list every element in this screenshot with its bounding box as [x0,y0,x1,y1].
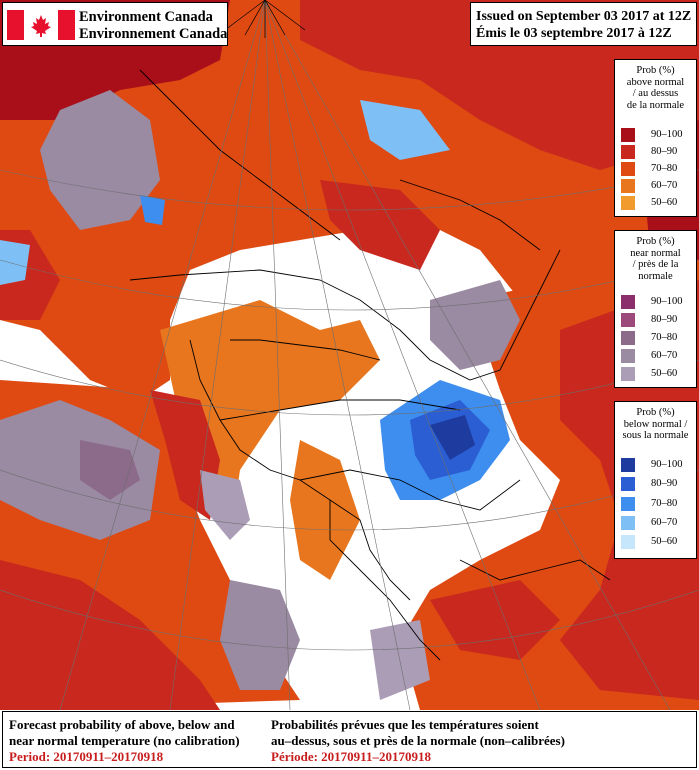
legend-title-line: sous la normale [622,430,689,441]
agency-name-fr: Environnement Canada [79,26,228,42]
legend-swatch [621,196,635,210]
legend-row: 60–70 [621,516,695,530]
legend-row: 90–100 [621,295,695,309]
legend-swatch [621,477,635,491]
legend-label: 70–80 [651,498,678,509]
legend-title-line: / au dessus [632,88,679,99]
legend-title-line: above normal [626,76,685,88]
legend-swatch [621,331,635,345]
caption-fr-line: Probabilités prévues que les température… [271,717,539,732]
legend-title: Prob (%) near normal / près de la normal… [615,231,696,282]
legend-row: 60–70 [621,179,695,193]
legend-title-line: de la normale [626,99,685,111]
legend-title-line: Prob (%) [636,236,675,247]
legend-label: 60–70 [651,517,678,528]
legend-swatch [621,349,635,363]
legend-title-line: normale [638,270,673,282]
legend-title: Prob (%) below normal / sous la normale [615,402,696,442]
legend-swatch [621,497,635,511]
legend-row: 90–100 [621,128,695,142]
legend-swatch [621,313,635,327]
legend-swatch [621,535,635,549]
legend-row: 50–60 [621,535,695,549]
legend-row: 70–80 [621,162,695,176]
legend-title-line: / près de la [632,259,679,270]
legend-label: 70–80 [651,332,678,343]
legend-row: 60–70 [621,349,695,363]
legend-title-line: Prob (%) [636,407,675,418]
agency-name-en: Environment Canada [79,9,213,25]
legend-row: 50–60 [621,196,695,210]
legend-swatch [621,295,635,309]
legend-label: 70–80 [651,163,678,174]
issued-date-en: Issued on September 03 2017 at 12Z [476,9,692,24]
legend-label: 60–70 [651,350,678,361]
legend-row: 80–90 [621,477,695,491]
legend-label: 80–90 [651,478,678,489]
legend-title: Prob (%) above normal / au dessus de la … [615,60,696,111]
legend-label: 80–90 [651,146,678,157]
legend-below-normal: Prob (%) below normal / sous la normale … [614,401,697,559]
legend-label: 50–60 [651,197,678,208]
legend-label: 50–60 [651,368,678,379]
legend-title-line: below normal / [623,418,688,430]
legend-above-normal: Prob (%) above normal / au dessus de la … [614,59,697,217]
below-normal-regions [0,100,510,500]
near-normal-regions [0,90,520,700]
footer-caption: Forecast probability of above, below and… [2,711,697,768]
legend-label: 60–70 [651,180,678,191]
legend-swatch [621,516,635,530]
period-en: Period: 20170911–20170918 [9,749,164,764]
agency-header: Environment Canada Environnement Canada [2,2,228,46]
legend-row: 80–90 [621,313,695,327]
pole-radials [224,0,306,38]
caption-en-line: near normal temperature (no calibration) [9,733,240,748]
legend-near-normal: Prob (%) near normal / près de la normal… [614,230,697,388]
graticule [0,0,699,711]
legend-title-line: near normal [630,247,681,259]
legend-label: 90–100 [651,129,683,140]
legend-swatch [621,128,635,142]
caption-fr-line: au–dessus, sous et près de la normale (n… [271,733,565,748]
legend-row: 80–90 [621,145,695,159]
legend-row: 90–100 [621,458,695,472]
legend-swatch [621,458,635,472]
legend-row: 70–80 [621,331,695,345]
legend-title-line: Prob (%) [636,65,675,76]
legend-swatch [621,179,635,193]
legend-label: 50–60 [651,536,678,547]
legend-label: 90–100 [651,459,683,470]
issued-header: Issued on September 03 2017 at 12Z Émis … [470,2,697,46]
issued-date-fr: Émis le 03 septembre 2017 à 12Z [476,26,672,41]
period-fr: Période: 20170911–20170918 [271,749,431,764]
legend-swatch [621,367,635,381]
legend-row: 50–60 [621,367,695,381]
legend-swatch [621,145,635,159]
legend-label: 90–100 [651,296,683,307]
legend-swatch [621,162,635,176]
legend-label: 80–90 [651,314,678,325]
legend-row: 70–80 [621,497,695,511]
canada-flag-icon [7,10,75,40]
caption-en-line: Forecast probability of above, below and [9,717,235,732]
